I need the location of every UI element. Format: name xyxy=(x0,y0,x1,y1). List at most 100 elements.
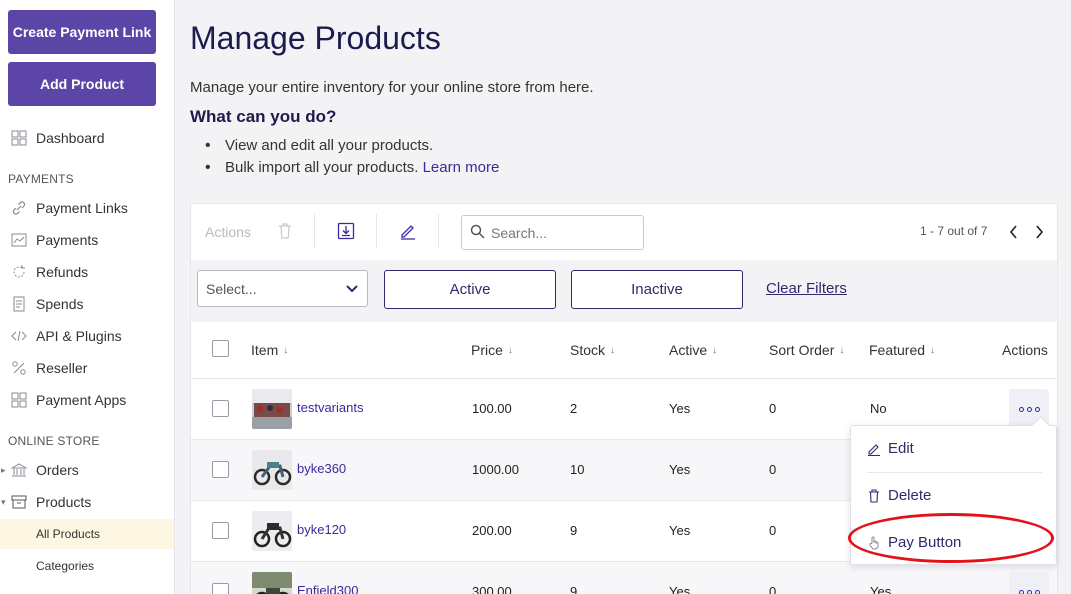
sidebar-item-orders[interactable]: ▸ Orders xyxy=(0,455,174,485)
stock-cell: 10 xyxy=(570,462,585,477)
apps-icon xyxy=(10,391,28,409)
sort-order-cell: 0 xyxy=(769,401,777,416)
hand-pointer-icon xyxy=(867,536,881,550)
sidebar-item-reseller[interactable]: Reseller xyxy=(0,353,174,383)
filter-bar: Select... Active Inactive Clear Filters xyxy=(191,260,1057,322)
search-icon xyxy=(470,224,485,242)
sort-arrow-icon: ↓ xyxy=(839,344,845,356)
dashboard-icon xyxy=(10,129,28,147)
column-header-actions: Actions xyxy=(1002,342,1048,358)
column-header-item[interactable]: Item ↓ xyxy=(251,342,289,358)
menu-item-delete[interactable]: Delete xyxy=(867,487,931,504)
toolbar-divider xyxy=(438,214,439,248)
row-checkbox[interactable] xyxy=(212,583,229,594)
sort-arrow-icon: ↓ xyxy=(610,344,616,356)
create-payment-link-button[interactable]: Create Payment Link xyxy=(8,10,156,54)
caret-right-icon: ▸ xyxy=(1,464,6,475)
add-product-button[interactable]: Add Product xyxy=(8,62,156,106)
product-name-link[interactable]: testvariants xyxy=(297,400,364,415)
filter-select[interactable]: Select... xyxy=(197,270,368,307)
sidebar-item-label: Reseller xyxy=(36,360,88,376)
stock-cell: 2 xyxy=(570,401,578,416)
help-list-item: Bulk import all your products. Learn mor… xyxy=(205,158,499,180)
select-all-checkbox[interactable] xyxy=(212,340,229,357)
row-actions-menu: Edit Delete Pay Button xyxy=(850,425,1057,565)
price-cell: 200.00 xyxy=(472,523,512,538)
row-checkbox[interactable] xyxy=(212,400,229,417)
filter-active-button[interactable]: Active xyxy=(384,270,556,309)
product-name-link[interactable]: Enfield300 xyxy=(297,583,359,594)
sidebar-item-payment-links[interactable]: Payment Links xyxy=(0,193,174,223)
active-cell: Yes xyxy=(669,462,691,477)
sort-order-cell: 0 xyxy=(769,523,777,538)
row-checkbox[interactable] xyxy=(212,522,229,539)
more-icon xyxy=(1018,589,1024,594)
more-icon xyxy=(1018,406,1024,412)
bulk-actions-label: Actions xyxy=(205,224,251,240)
more-icon xyxy=(1026,406,1032,412)
sidebar-item-api-plugins[interactable]: API & Plugins xyxy=(0,321,174,351)
sidebar-item-payments[interactable]: Payments xyxy=(0,225,174,255)
sidebar-item-label: Payment Apps xyxy=(36,392,127,408)
sidebar-item-payment-apps[interactable]: Payment Apps xyxy=(0,385,174,415)
toolbar-divider xyxy=(314,214,315,248)
table-header: Item ↓ Price ↓ Stock ↓ Active ↓ Sort Order ↓ … xyxy=(191,322,1057,379)
menu-divider xyxy=(867,472,1042,473)
column-header-price[interactable]: Price ↓ xyxy=(471,342,513,358)
active-cell: Yes xyxy=(669,584,691,594)
sidebar-item-label: Dashboard xyxy=(36,130,105,146)
sidebar-item-label: Products xyxy=(36,494,92,510)
product-thumbnail[interactable] xyxy=(252,511,292,551)
refund-icon xyxy=(10,263,28,281)
sidebar-item-products[interactable]: ▾ Products xyxy=(0,487,174,517)
sidebar-item-categories[interactable]: Categories xyxy=(36,559,95,573)
sidebar-item-all-products[interactable]: All Products xyxy=(0,519,174,549)
learn-more-link[interactable]: Learn more xyxy=(422,159,500,176)
caret-down-icon: ▾ xyxy=(1,496,6,507)
sidebar-item-label: Orders xyxy=(36,462,79,478)
previous-page-icon[interactable] xyxy=(1004,221,1022,243)
help-list-item: View and edit all your products. xyxy=(205,136,499,158)
page-description: Manage your entire inventory for your on… xyxy=(190,79,594,96)
menu-item-edit[interactable]: Edit xyxy=(867,440,914,457)
sidebar-item-label: Spends xyxy=(36,296,84,312)
edit-icon[interactable] xyxy=(397,220,419,242)
trash-icon[interactable] xyxy=(274,220,296,242)
sidebar-item-dashboard[interactable]: Dashboard xyxy=(0,123,174,153)
chevron-down-icon xyxy=(345,281,359,298)
column-header-sort-order[interactable]: Sort Order ↓ xyxy=(769,342,845,358)
row-actions-button[interactable] xyxy=(1009,572,1049,594)
search-field[interactable] xyxy=(491,224,641,241)
product-name-link[interactable]: byke120 xyxy=(297,522,347,537)
column-header-active[interactable]: Active ↓ xyxy=(669,342,718,358)
product-thumbnail[interactable] xyxy=(252,389,292,429)
page-title: Manage Products xyxy=(190,20,441,56)
column-header-featured[interactable]: Featured ↓ xyxy=(869,342,936,358)
stock-cell: 9 xyxy=(570,523,578,538)
sort-arrow-icon: ↓ xyxy=(507,344,513,356)
clear-filters-link[interactable]: Clear Filters xyxy=(766,280,847,297)
page-subtitle: What can you do? xyxy=(190,107,337,126)
sidebar-item-spends[interactable]: Spends xyxy=(0,289,174,319)
chart-icon xyxy=(10,231,28,249)
column-header-stock[interactable]: Stock ↓ xyxy=(570,342,616,358)
sort-order-cell: 0 xyxy=(769,584,777,594)
more-icon xyxy=(1026,589,1032,594)
search-input[interactable] xyxy=(461,215,644,250)
import-icon[interactable] xyxy=(335,220,357,242)
next-page-icon[interactable] xyxy=(1030,221,1048,243)
menu-item-pay-button[interactable]: Pay Button xyxy=(867,534,961,551)
filter-inactive-button[interactable]: Inactive xyxy=(571,270,743,309)
sidebar-item-refunds[interactable]: Refunds xyxy=(0,257,174,287)
code-icon xyxy=(10,327,28,345)
row-checkbox[interactable] xyxy=(212,461,229,478)
sidebar-item-label: Refunds xyxy=(36,264,89,280)
product-name-link[interactable]: byke360 xyxy=(297,461,347,476)
product-thumbnail[interactable] xyxy=(252,450,292,490)
active-cell: Yes xyxy=(669,523,691,538)
link-icon xyxy=(10,199,28,217)
product-thumbnail[interactable] xyxy=(252,572,292,594)
sort-arrow-icon: ↓ xyxy=(712,344,718,356)
section-heading-payments: PAYMENTS xyxy=(8,172,74,186)
pencil-icon xyxy=(867,442,881,456)
